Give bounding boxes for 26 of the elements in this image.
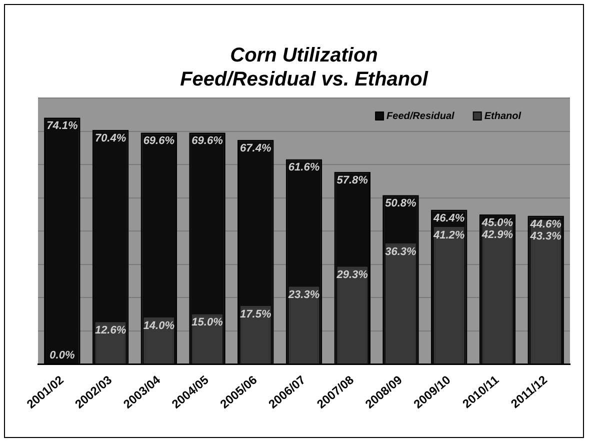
legend-label: Feed/Residual [386, 110, 455, 122]
data-label: 29.3% [336, 269, 368, 282]
data-label: 69.6% [143, 135, 175, 148]
data-label: 44.6% [529, 218, 562, 230]
data-label: 45.0% [480, 216, 514, 229]
data-label: 36.3% [385, 246, 417, 258]
data-label: 17.5% [240, 308, 272, 320]
data-label: 42.9% [480, 228, 514, 241]
data-label: 43.3% [529, 230, 562, 242]
chart-title: Corn Utilization [230, 44, 378, 67]
data-label: 74.1% [46, 120, 78, 132]
legend-label: Ethanol [484, 110, 522, 122]
data-label: 70.4% [94, 132, 126, 144]
data-label: 15.0% [192, 316, 224, 329]
data-label: 50.8% [385, 198, 417, 210]
data-label: 61.6% [288, 162, 320, 174]
data-label: 41.2% [432, 230, 465, 242]
data-label: 0.0% [50, 350, 75, 362]
data-label: 12.6% [94, 324, 126, 337]
data-label: 69.6% [192, 135, 224, 148]
data-label: 23.3% [287, 289, 320, 302]
data-label: 46.4% [432, 212, 465, 224]
chart-subtitle: Feed/Residual vs. Ethanol [180, 68, 428, 91]
data-label: 14.0% [143, 320, 175, 332]
data-label: 67.4% [240, 142, 272, 154]
data-label: 57.8% [336, 174, 368, 186]
